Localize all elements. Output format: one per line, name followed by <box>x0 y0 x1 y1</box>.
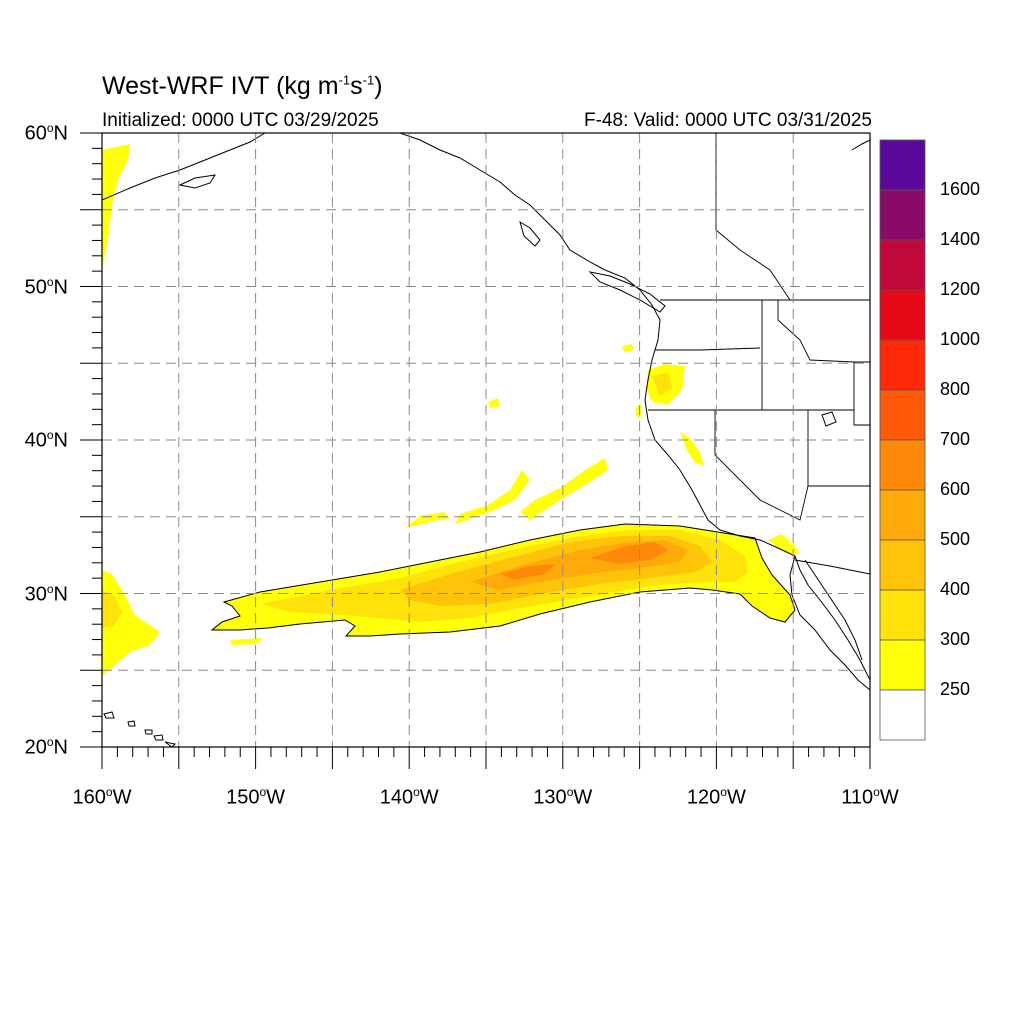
colorbar-swatch <box>879 539 926 591</box>
latitude-hemisphere: N <box>53 122 68 145</box>
colorbar-swatch <box>879 239 926 291</box>
longitude-value: 120 <box>686 786 721 809</box>
valid-time: F-48: Valid: 0000 UTC 03/31/2025 <box>584 110 872 131</box>
longitude-value: 150 <box>226 786 260 809</box>
latitude-value: 60 <box>24 122 47 145</box>
alaska-coast-2 <box>178 174 216 189</box>
colorbar <box>879 139 926 741</box>
oregon-washington-border <box>655 347 761 351</box>
ivt-patch-small4 <box>230 638 262 645</box>
ivt-patch-band2 <box>455 470 530 524</box>
colorbar-swatch <box>879 189 926 241</box>
colorbar-label: 1400 <box>940 229 981 249</box>
utah-border <box>808 361 870 487</box>
longitude-hemisphere: W <box>266 786 286 809</box>
latitude-hemisphere: N <box>53 276 68 299</box>
colorbar-label: 1600 <box>940 179 981 199</box>
alaska-coast <box>102 133 266 201</box>
latitude-label: 30oN <box>24 581 68 606</box>
coastlines <box>102 133 870 747</box>
ivt-patch-alaska <box>102 144 130 270</box>
hawaii-islands <box>103 711 177 747</box>
latitude-label: 50oN <box>24 274 68 299</box>
longitude-value: 140 <box>379 786 414 809</box>
graticule <box>102 133 870 747</box>
colorbar-label: 300 <box>940 629 971 649</box>
colorbar-label: 1200 <box>940 279 981 299</box>
ivt-patch-small1 <box>488 398 500 408</box>
latitude-label: 40oN <box>24 428 68 452</box>
longitude-hemisphere: W <box>419 786 439 809</box>
colorbar-label: 1000 <box>940 329 981 349</box>
nevada-border <box>714 410 809 521</box>
map-title: West-WRF IVT (kg m-1s-1) <box>102 72 383 100</box>
longitude-label: 130oW <box>533 785 593 809</box>
ivt-shading <box>102 144 800 676</box>
bc-alberta-border <box>715 133 791 301</box>
longitude-label: 140oW <box>379 785 439 809</box>
latitude-hemisphere: N <box>53 736 68 759</box>
colorbar-label: 800 <box>940 379 971 399</box>
longitude-value: 130 <box>533 786 567 809</box>
us-mexico-border <box>794 559 870 575</box>
ivt-plume-600b <box>500 564 555 580</box>
longitude-value: 110 <box>841 786 874 809</box>
axis-ticks <box>80 132 871 769</box>
colorbar-swatch <box>879 389 926 441</box>
colorbar-label: 500 <box>940 529 971 549</box>
latitude-label: 60oN <box>24 121 68 145</box>
longitude-value: 160 <box>72 786 106 809</box>
great-salt-lake <box>821 411 837 427</box>
ivt-patch-band1 <box>520 458 608 520</box>
colorbar-swatch <box>879 439 926 491</box>
colorbar-swatch <box>879 489 926 541</box>
latitude-hemisphere: N <box>53 429 68 452</box>
vancouver-island <box>588 271 666 313</box>
longitude-label: 110oW <box>841 785 899 809</box>
ivt-plume-600 <box>590 542 668 564</box>
colorbar-swatch <box>879 689 926 741</box>
baja-coast <box>789 555 870 691</box>
latitude-label: 20oN <box>24 735 68 759</box>
colorbar-label: 600 <box>940 479 971 499</box>
political-borders <box>648 133 870 575</box>
colorbar-swatch <box>879 589 926 641</box>
colorbar-label: 250 <box>940 679 971 699</box>
latitude-value: 30 <box>24 583 47 606</box>
ivt-patch-small2 <box>622 344 634 352</box>
ivt-patch-oregon-300 <box>652 372 672 396</box>
colorbar-swatch <box>879 289 926 341</box>
colorbar-label: 400 <box>940 579 971 599</box>
initialized-time: Initialized: 0000 UTC 03/29/2025 <box>102 110 379 131</box>
ivt-plume-outline <box>210 523 796 637</box>
latitude-hemisphere: N <box>53 583 68 606</box>
ivt-patch-norcal <box>680 432 704 466</box>
longitude-label: 160oW <box>72 785 132 809</box>
colorbar-swatch <box>879 639 926 691</box>
latitude-value: 40 <box>24 429 47 452</box>
colorbar-label: 700 <box>940 429 971 449</box>
ivt-patch-socal <box>768 534 800 554</box>
hudson-coast <box>851 139 870 151</box>
longitude-hemisphere: W <box>112 786 132 809</box>
latitude-value: 50 <box>24 276 47 299</box>
ivt-patch-west-edge-300 <box>102 590 122 628</box>
longitude-hemisphere: W <box>879 786 899 809</box>
ivt-patch-small3 <box>636 404 641 418</box>
north-america-coast <box>399 133 870 681</box>
longitude-hemisphere: W <box>573 786 593 809</box>
ivt-patch-band3 <box>405 512 450 528</box>
gulf-california-coast <box>804 559 863 661</box>
latitude-value: 20 <box>24 736 47 759</box>
colorbar-swatch <box>879 339 926 391</box>
longitude-hemisphere: W <box>726 786 746 809</box>
longitude-label: 150oW <box>226 785 286 809</box>
longitude-label: 120oW <box>686 785 746 809</box>
haida-gwaii <box>519 220 541 247</box>
ivt-patch-west-edge <box>102 570 160 676</box>
idaho-border <box>761 300 855 410</box>
colorbar-swatch <box>879 139 926 191</box>
